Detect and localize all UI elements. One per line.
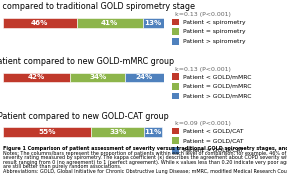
Bar — [3, 127, 91, 137]
Text: Patient < GOLD/CAT: Patient < GOLD/CAT — [183, 129, 243, 134]
Text: k=0.13 (P<0.001): k=0.13 (P<0.001) — [175, 67, 231, 72]
Text: 11%: 11% — [145, 129, 162, 135]
Text: are still better than purely random associations.: are still better than purely random asso… — [3, 164, 121, 169]
Text: Patient compared to traditional GOLD spirometry stage: Patient compared to traditional GOLD spi… — [0, 2, 195, 11]
Text: Patient < spirometry: Patient < spirometry — [183, 20, 245, 24]
Text: Patient = GOLD/mMRC: Patient = GOLD/mMRC — [183, 84, 251, 89]
Text: 33%: 33% — [109, 129, 126, 135]
Bar — [91, 127, 144, 137]
Text: 13%: 13% — [145, 20, 162, 26]
Text: 46%: 46% — [31, 20, 49, 26]
Text: Figure 1 Comparison of patient assessment of severity versus traditional GOLD sp: Figure 1 Comparison of patient assessmen… — [3, 146, 287, 151]
Text: 41%: 41% — [101, 20, 118, 26]
Text: Notes: The columns/bars represent the proportion of patients within each level o: Notes: The columns/bars represent the pr… — [3, 151, 287, 156]
Text: Patient compared to new GOLD-mMRC group: Patient compared to new GOLD-mMRC group — [0, 57, 174, 66]
Text: 24%: 24% — [136, 74, 153, 80]
Bar — [144, 127, 162, 137]
Text: k=0.09 (P<0.001): k=0.09 (P<0.001) — [175, 121, 231, 126]
Bar — [3, 18, 77, 28]
Text: k=0.13 (P<0.001): k=0.13 (P<0.001) — [175, 12, 231, 17]
Text: Patient compared to new GOLD-CAT group: Patient compared to new GOLD-CAT group — [0, 112, 168, 121]
Text: Patient > GOLD/mMRC: Patient > GOLD/mMRC — [183, 93, 251, 98]
Text: Patient > GOLD/CAT: Patient > GOLD/CAT — [183, 148, 243, 153]
Bar — [70, 73, 125, 82]
Text: Abbreviations: GOLD, Global Initiative for Chronic Obstructive Lung Disease; mMR: Abbreviations: GOLD, Global Initiative f… — [3, 169, 287, 174]
Text: Patient < GOLD/mMRC: Patient < GOLD/mMRC — [183, 74, 251, 79]
Bar — [125, 73, 164, 82]
Bar — [143, 18, 164, 28]
Text: 42%: 42% — [28, 74, 45, 80]
Text: Patient > spirometry: Patient > spirometry — [183, 39, 245, 44]
Text: Patient = spirometry: Patient = spirometry — [183, 29, 245, 34]
Bar — [3, 73, 70, 82]
Text: severity rating measured by spirometry. The kappa coefficient (κ) describes the : severity rating measured by spirometry. … — [3, 155, 287, 160]
Text: result ranging from 0 (no agreement) to 1 (perfect agreement). While κ values le: result ranging from 0 (no agreement) to … — [3, 160, 287, 165]
Bar — [77, 18, 143, 28]
Text: 55%: 55% — [38, 129, 56, 135]
Text: Patient = GOLD/CAT: Patient = GOLD/CAT — [183, 138, 243, 143]
Text: 34%: 34% — [89, 74, 106, 80]
